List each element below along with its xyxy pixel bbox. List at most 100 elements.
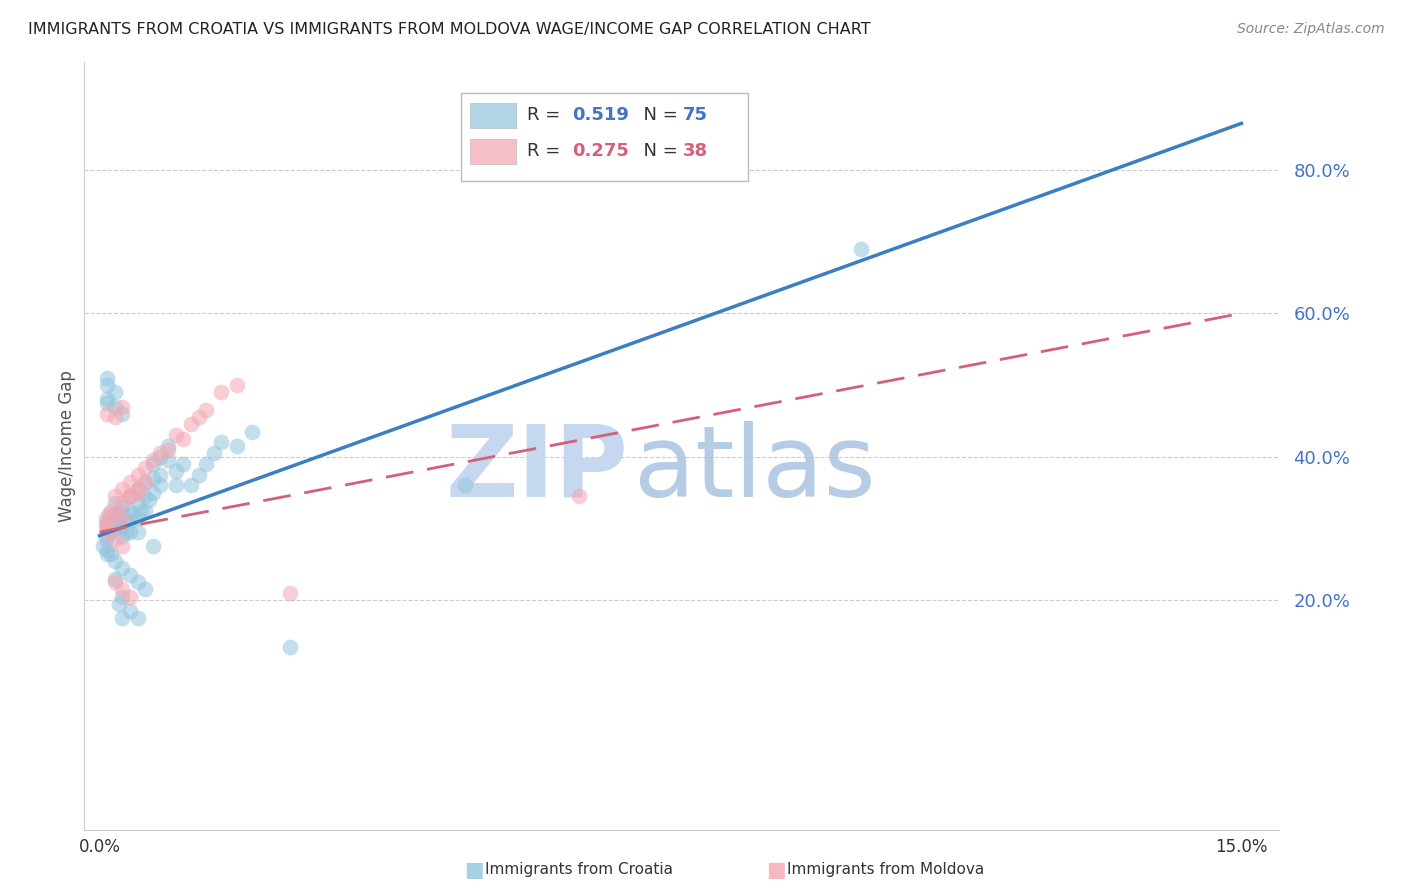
Point — [96, 514, 118, 528]
Point — [240, 425, 263, 439]
Point — [118, 503, 141, 517]
Point — [118, 489, 141, 503]
Point — [127, 467, 149, 482]
Point — [172, 457, 194, 471]
Point — [104, 532, 127, 546]
Point — [94, 510, 117, 524]
Point — [104, 521, 127, 535]
Point — [118, 604, 141, 618]
Point — [118, 568, 141, 582]
Point — [111, 540, 134, 554]
Point — [149, 446, 172, 460]
Point — [195, 403, 218, 417]
Point — [111, 510, 134, 524]
Point — [134, 489, 156, 503]
Text: 0.275: 0.275 — [572, 142, 628, 160]
Point — [104, 385, 127, 400]
Point — [118, 590, 141, 604]
Point — [157, 439, 180, 453]
Point — [127, 611, 149, 625]
Point — [115, 524, 138, 539]
Point — [134, 582, 156, 597]
Point — [107, 597, 129, 611]
Point — [121, 507, 143, 521]
Point — [111, 507, 134, 521]
Point — [278, 586, 301, 600]
Point — [104, 554, 127, 568]
Point — [127, 482, 149, 496]
Point — [127, 510, 149, 524]
Point — [127, 482, 149, 496]
Point — [187, 410, 209, 425]
Point — [165, 478, 187, 492]
Point — [142, 453, 165, 467]
Point — [131, 503, 153, 517]
Point — [118, 489, 141, 503]
Text: ■: ■ — [464, 860, 484, 880]
Point — [100, 547, 122, 561]
Point — [96, 378, 118, 392]
Point — [157, 442, 180, 457]
FancyBboxPatch shape — [471, 139, 516, 164]
Point — [118, 514, 141, 528]
Point — [112, 514, 135, 528]
Point — [111, 590, 134, 604]
Point — [134, 475, 156, 489]
Point — [142, 457, 165, 471]
Point — [127, 524, 149, 539]
Point — [149, 450, 172, 464]
Point — [96, 371, 118, 385]
Point — [97, 507, 120, 521]
Point — [111, 496, 134, 510]
Text: 38: 38 — [683, 142, 709, 160]
Point — [104, 489, 127, 503]
Point — [104, 496, 127, 510]
Point — [94, 532, 117, 546]
Point — [849, 242, 872, 256]
Point — [105, 507, 128, 521]
Point — [118, 524, 141, 539]
Point — [111, 482, 134, 496]
Point — [187, 467, 209, 482]
Text: R =: R = — [527, 105, 565, 124]
Point — [157, 453, 180, 467]
Point — [96, 396, 118, 410]
Point — [134, 460, 156, 475]
Point — [111, 500, 134, 514]
Point — [111, 611, 134, 625]
Point — [127, 485, 149, 500]
Point — [180, 478, 202, 492]
Point — [96, 547, 118, 561]
Point — [94, 517, 117, 532]
Point — [142, 471, 165, 485]
Point — [568, 489, 591, 503]
Point — [134, 475, 156, 489]
Point — [127, 496, 149, 510]
Text: N =: N = — [631, 105, 683, 124]
Point — [127, 575, 149, 590]
Point — [111, 400, 134, 414]
Point — [100, 524, 122, 539]
Point — [93, 540, 115, 554]
Point — [209, 385, 232, 400]
Point — [202, 446, 225, 460]
Point — [134, 503, 156, 517]
Point — [107, 517, 129, 532]
Point — [225, 378, 247, 392]
Point — [111, 407, 134, 421]
Point — [104, 507, 127, 521]
Point — [111, 528, 134, 542]
Point — [104, 572, 127, 586]
Text: atlas: atlas — [634, 420, 876, 517]
Point — [225, 439, 247, 453]
Point — [149, 478, 172, 492]
Point — [96, 528, 118, 542]
Point — [111, 521, 134, 535]
Point — [111, 582, 134, 597]
Point — [138, 492, 160, 507]
Point — [149, 467, 172, 482]
Text: ZIP: ZIP — [446, 420, 628, 517]
Point — [142, 485, 165, 500]
Point — [104, 575, 127, 590]
Text: ■: ■ — [766, 860, 786, 880]
